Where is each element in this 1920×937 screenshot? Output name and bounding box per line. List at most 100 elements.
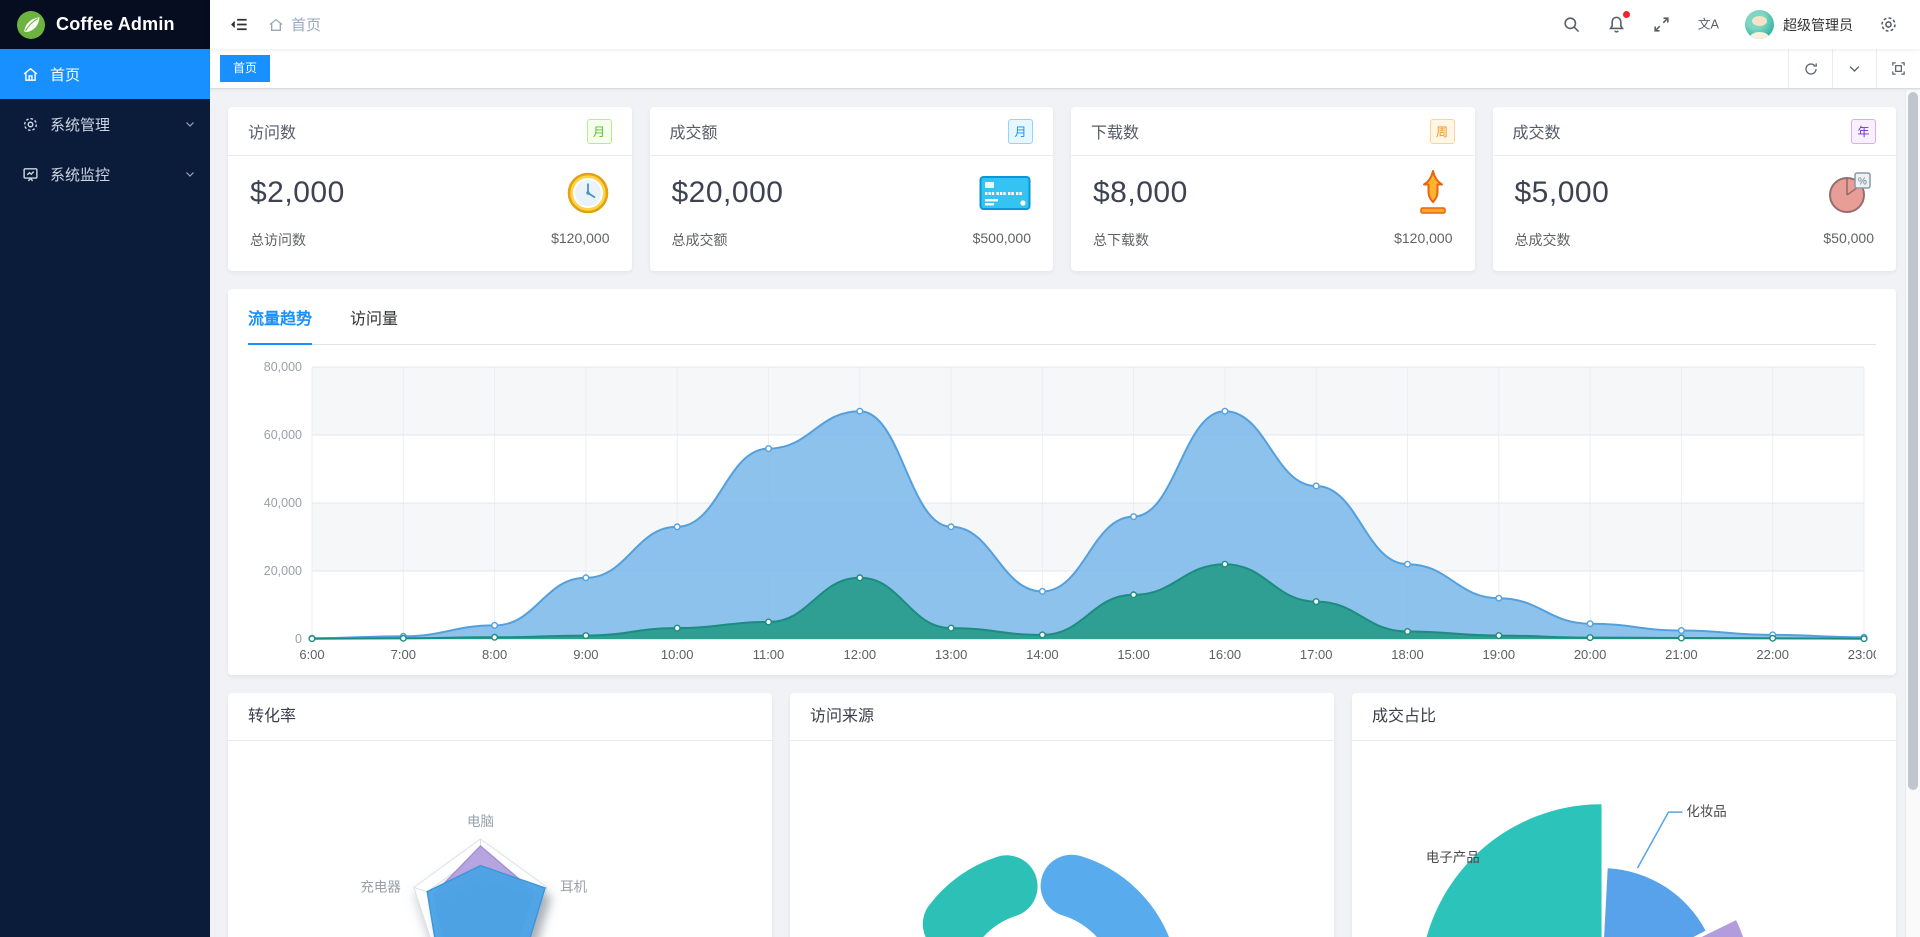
translate-icon[interactable]: 文A <box>1697 15 1719 34</box>
route-tab-home[interactable]: 首页 <box>220 55 271 82</box>
stat-card-body: $5,000 % <box>1493 156 1897 228</box>
stat-card-title: 下载数 <box>1091 125 1140 142</box>
stat-card-body: $2,000 <box>228 156 632 228</box>
period-badge[interactable]: 月 <box>1008 118 1033 144</box>
period-badge[interactable]: 周 <box>1429 118 1455 144</box>
chevron-down-icon[interactable] <box>1832 49 1876 88</box>
credit-card-icon <box>979 173 1031 213</box>
maximize-icon[interactable] <box>1876 49 1920 88</box>
stat-card-transactions: 成交额 月 $20,000 <box>649 107 1054 271</box>
stat-card-visits: 访问数 月 $2,000 <box>228 107 632 271</box>
notification-badge <box>1623 11 1630 18</box>
stat-card-value: $20,000 <box>671 176 784 209</box>
svg-text:9:00: 9:00 <box>573 647 598 662</box>
scrollbar-track[interactable] <box>1905 90 1920 937</box>
menu-fold-icon[interactable] <box>226 12 252 38</box>
topbar-actions: 文A 超级管理员 <box>1562 10 1898 39</box>
bottom-cards-row: 转化率 电脑 耳机 充电器 访问来源 成交占比 电子产品 化妆品 <box>228 693 1896 937</box>
stat-card-downloads: 下载数 周 $8,000 总下载数 <box>1071 107 1475 271</box>
tab-visit-volume[interactable]: 访问量 <box>350 311 399 328</box>
svg-text:23:00: 23:00 <box>1848 647 1876 662</box>
refresh-icon[interactable] <box>1788 49 1832 88</box>
svg-text:7:00: 7:00 <box>391 647 416 662</box>
gear-icon <box>20 114 40 134</box>
card-title: 成交占比 <box>1352 693 1896 741</box>
visit-source-donut-chart <box>790 741 1334 937</box>
stat-card-value: $5,000 <box>1514 176 1610 209</box>
sidebar-item-home[interactable]: 首页 <box>0 49 210 99</box>
spring-leaf-logo-icon <box>16 10 46 40</box>
stat-card-footer: 总访问数 $120,000 <box>228 228 632 250</box>
svg-text:21:00: 21:00 <box>1665 647 1698 662</box>
user-menu[interactable]: 超级管理员 <box>1745 10 1853 39</box>
sidebar-item-system-monitor[interactable]: 系统监控 <box>0 149 210 199</box>
stat-card-title: 成交数 <box>1512 125 1561 142</box>
svg-text:6:00: 6:00 <box>299 647 324 662</box>
search-icon[interactable] <box>1562 15 1581 34</box>
chevron-down-icon <box>184 168 196 180</box>
svg-text:17:00: 17:00 <box>1300 647 1333 662</box>
trend-tabs: 流量趋势 访问量 <box>248 293 1876 345</box>
main-area: 首页 文A 超级管理员 <box>210 0 1920 937</box>
stat-footer-value: $50,000 <box>1823 230 1874 246</box>
sidebar-item-label: 系统监控 <box>50 166 111 184</box>
scrollbar-thumb[interactable] <box>1908 92 1918 790</box>
avatar <box>1745 10 1774 39</box>
pie-percent-icon: % <box>1826 170 1874 216</box>
stat-card-deals: 成交数 年 $5,000 % <box>1492 107 1897 271</box>
svg-text:22:00: 22:00 <box>1756 647 1789 662</box>
monitor-icon <box>20 164 40 184</box>
svg-text:电脑: 电脑 <box>467 814 494 829</box>
svg-text:16:00: 16:00 <box>1209 647 1242 662</box>
home-icon <box>268 17 284 33</box>
stat-card-value: $2,000 <box>250 176 345 209</box>
svg-text:耳机: 耳机 <box>560 879 588 894</box>
svg-text:充电器: 充电器 <box>360 879 401 894</box>
sidebar-item-system-management[interactable]: 系统管理 <box>0 99 210 149</box>
svg-text:0: 0 <box>295 632 302 646</box>
period-badge[interactable]: 月 <box>586 118 612 144</box>
svg-text:19:00: 19:00 <box>1483 647 1516 662</box>
svg-text:12:00: 12:00 <box>844 647 877 662</box>
stat-footer-label: 总下载数 <box>1093 232 1149 248</box>
bell-icon[interactable] <box>1607 11 1630 34</box>
svg-text:13:00: 13:00 <box>935 647 968 662</box>
deal-share-pie-chart: 电子产品 化妆品 <box>1352 741 1896 937</box>
sidebar-menu: 首页 系统管理 系统监控 <box>0 49 210 199</box>
svg-text:11:00: 11:00 <box>753 647 785 662</box>
svg-text:%: % <box>1858 177 1867 188</box>
stat-cards-row: 访问数 月 $2,000 <box>228 107 1896 271</box>
page-content: 访问数 月 $2,000 <box>210 89 1920 937</box>
stat-card-footer: 总成交数 $50,000 <box>1493 228 1897 250</box>
tab-controls <box>1788 49 1920 88</box>
topbar: 首页 文A 超级管理员 <box>210 0 1920 49</box>
svg-text:80,000: 80,000 <box>264 360 302 374</box>
sidebar-item-label: 系统管理 <box>50 116 111 134</box>
conversion-rate-card: 转化率 电脑耳机 充电器 <box>228 693 772 937</box>
user-name: 超级管理员 <box>1783 16 1853 33</box>
stat-footer-value: $120,000 <box>1394 230 1453 246</box>
stat-card-footer: 总下载数 $120,000 <box>1071 228 1475 250</box>
route-tabbar: 首页 <box>210 49 1920 89</box>
tab-traffic-trend[interactable]: 流量趋势 <box>248 305 313 345</box>
stat-card-value: $8,000 <box>1093 176 1188 209</box>
stat-card-body: $8,000 <box>1071 156 1475 228</box>
svg-text:10:00: 10:00 <box>661 647 694 662</box>
stat-card-header: 访问数 月 <box>228 107 632 156</box>
svg-text:15:00: 15:00 <box>1117 647 1150 662</box>
stat-card-header: 下载数 周 <box>1071 107 1475 156</box>
stat-footer-label: 总访问数 <box>250 232 306 248</box>
period-badge[interactable]: 年 <box>1851 118 1876 144</box>
home-icon <box>20 64 40 84</box>
fullscreen-icon[interactable] <box>1652 15 1671 34</box>
stat-card-body: $20,000 <box>650 156 1054 228</box>
settings-gear-icon[interactable] <box>1879 15 1898 34</box>
conversion-radar-chart: 电脑耳机 充电器 <box>228 741 772 937</box>
stat-card-title: 访问数 <box>248 125 297 142</box>
sidebar-item-label: 首页 <box>50 66 81 84</box>
breadcrumb[interactable]: 首页 <box>268 14 321 35</box>
stat-footer-value: $120,000 <box>551 230 610 246</box>
card-title: 转化率 <box>228 693 772 741</box>
svg-text:文A: 文A <box>1698 18 1719 32</box>
